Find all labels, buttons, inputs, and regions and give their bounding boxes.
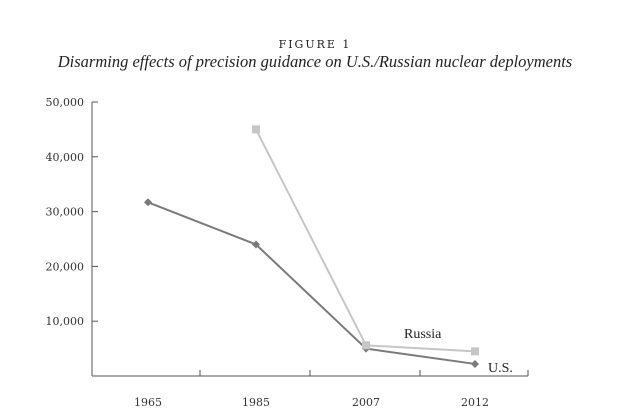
chart-series [144,125,479,368]
y-tick-label: 50,000 [46,96,85,109]
data-point-russia [362,341,370,350]
data-point-u-s [471,359,479,368]
series-label-u-s: U.S. [488,361,513,376]
chart-axes: 10,000 20,000 30,000 40,000 50,000 1965 1985 20… [46,96,529,409]
series-line-russia [255,128,476,353]
figure-label: FIGURE 1 [278,38,352,51]
data-point-u-s [252,240,260,249]
x-tick-label: 2012 [461,396,489,409]
y-tick-label: 40,000 [46,151,85,164]
data-point-u-s [144,198,152,207]
x-tick-label: 1985 [242,396,270,409]
data-point-russia [252,125,260,134]
y-tick-label: 10,000 [46,315,85,328]
y-tick-label: 20,000 [46,260,85,273]
chart-series-labels: U.S. Russia [404,327,513,376]
series-line-u-s [147,201,476,365]
y-tick-label: 30,000 [46,206,85,219]
figure-title: Disarming effects of precision guidance … [57,52,573,71]
x-tick-label: 2007 [352,396,380,409]
series-label-russia: Russia [404,327,442,342]
x-tick-label: 1965 [134,396,162,409]
data-point-russia [471,347,479,356]
